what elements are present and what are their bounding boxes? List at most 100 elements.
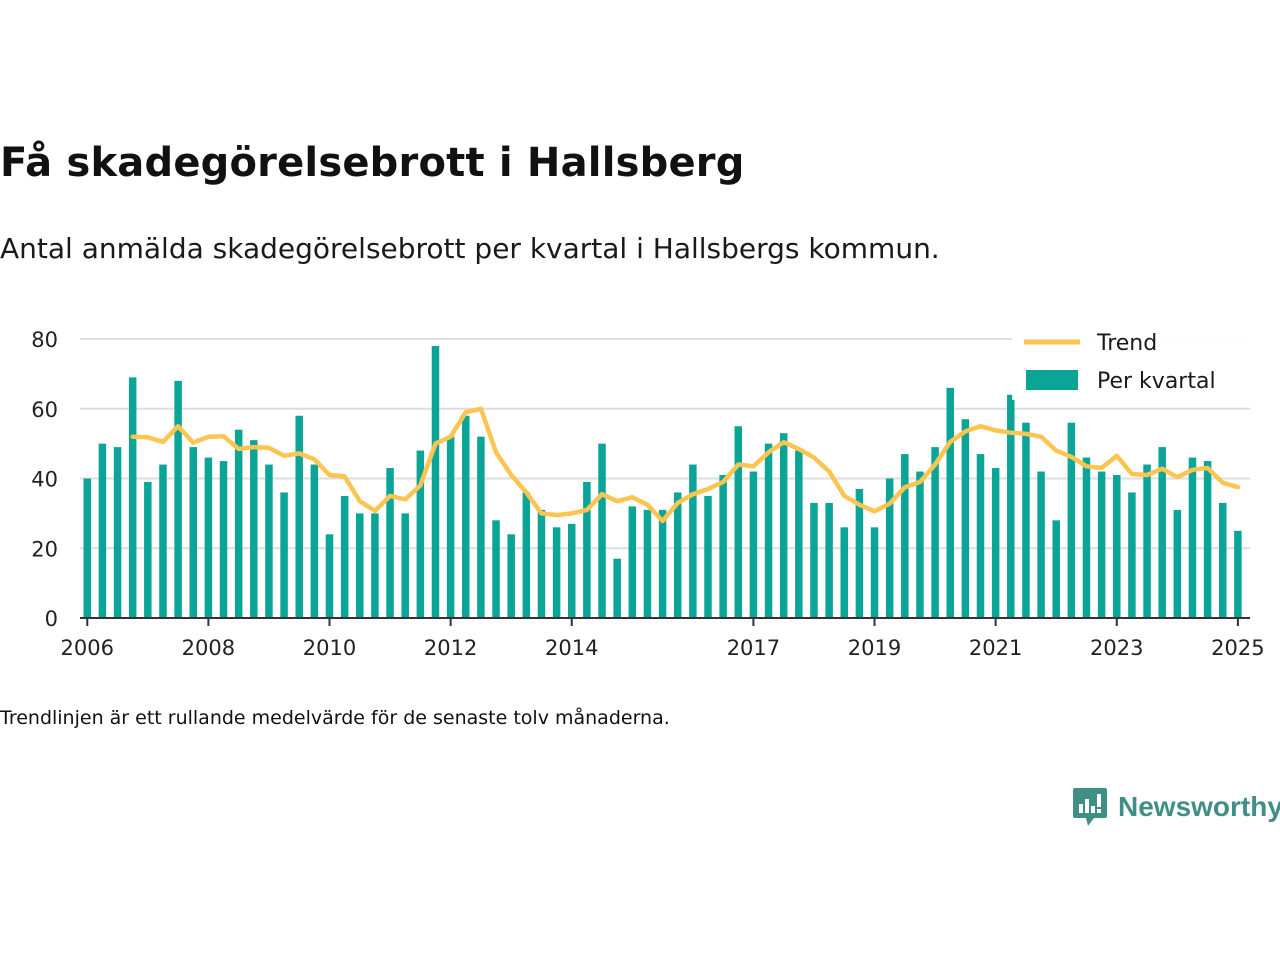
x-tick-label: 2006 — [61, 636, 114, 660]
bar — [734, 426, 743, 618]
bar — [144, 481, 152, 618]
bar — [401, 513, 409, 618]
y-tick-label: 40 — [31, 468, 58, 492]
bar — [113, 447, 122, 618]
bar — [492, 520, 500, 618]
bar — [1128, 492, 1136, 618]
bar — [537, 509, 546, 618]
x-tick-label: 2021 — [969, 636, 1022, 660]
bar — [855, 488, 864, 618]
bar — [764, 443, 773, 618]
x-tick-label: 2023 — [1090, 636, 1143, 660]
bar — [189, 447, 197, 618]
bar — [1082, 457, 1091, 618]
trend-series — [130, 406, 1241, 524]
bar — [749, 471, 758, 618]
bar — [522, 492, 531, 618]
bar — [991, 468, 1000, 618]
bar — [719, 475, 727, 618]
bar — [840, 527, 849, 618]
bar — [1158, 447, 1166, 618]
x-tick-label: 2019 — [848, 636, 901, 660]
legend: Trend Per kvartal — [1012, 328, 1250, 400]
bar — [462, 415, 470, 618]
brand-name: Newsworthy — [1118, 791, 1280, 822]
x-tick-label: 2014 — [545, 636, 598, 660]
y-tick-label: 20 — [31, 537, 58, 561]
bar — [1113, 475, 1121, 618]
bar — [219, 461, 228, 618]
bar — [779, 433, 788, 618]
x-tick-label: 2017 — [727, 636, 780, 660]
newsworthy-logo-icon — [1073, 788, 1107, 826]
bar — [885, 478, 894, 618]
bar — [280, 492, 288, 618]
bar — [386, 468, 394, 618]
bar — [507, 534, 515, 618]
bar — [961, 419, 970, 618]
bar — [901, 454, 909, 618]
bar — [795, 450, 803, 618]
bar — [340, 495, 349, 618]
x-tick-label: 2008 — [182, 636, 235, 660]
bar — [825, 502, 833, 618]
bar — [1218, 502, 1227, 618]
bar — [1173, 509, 1182, 618]
bar — [1052, 520, 1060, 618]
bar — [265, 464, 273, 618]
bar — [552, 527, 561, 618]
bar-series — [83, 345, 1242, 618]
bar — [976, 454, 985, 618]
bar — [174, 380, 182, 618]
chart-svg: 0 20 40 60 80 2006 2008 2010 2012 2014 2017 2019 202… — [31, 328, 1265, 660]
chart-title: Få skadegörelsebrott i Hallsberg — [0, 140, 745, 186]
bar — [204, 457, 213, 618]
trend-line — [130, 406, 1241, 524]
bar — [567, 523, 576, 618]
chart-subtitle: Antal anmälda skadegörelsebrott per kvar… — [0, 232, 940, 265]
bar — [234, 429, 243, 618]
bar — [1007, 394, 1015, 618]
bar — [1234, 530, 1242, 618]
footnote: Trendlinjen är ett rullande medelvärde f… — [0, 707, 670, 729]
legend-label: Per kvartal — [1097, 369, 1216, 394]
legend-swatch-bar — [1026, 370, 1078, 390]
bar — [159, 464, 167, 618]
bar — [870, 527, 879, 618]
bar — [1037, 471, 1045, 618]
bar — [1022, 422, 1030, 618]
bar — [704, 495, 712, 618]
brand-logo[interactable]: Newsworthy — [1072, 786, 1280, 828]
bar — [416, 450, 425, 618]
bar — [295, 415, 303, 618]
y-tick-label: 0 — [45, 607, 58, 631]
bar — [946, 387, 954, 618]
bar — [673, 492, 682, 618]
bar — [1097, 471, 1106, 618]
y-tick-label: 60 — [31, 398, 58, 422]
bar — [628, 506, 637, 618]
bar — [310, 464, 319, 618]
bar — [643, 509, 652, 618]
bar — [98, 443, 107, 618]
x-tick-label: 2025 — [1211, 636, 1264, 660]
bar — [83, 478, 92, 618]
bar — [613, 558, 621, 618]
bar — [371, 513, 379, 618]
bar — [446, 436, 455, 618]
bar — [916, 471, 924, 618]
axes: 0 20 40 60 80 2006 2008 2010 2012 2014 2017 2019 202… — [31, 328, 1264, 660]
x-tick-label: 2010 — [303, 636, 356, 660]
bar — [1203, 461, 1212, 618]
x-tick-label: 2012 — [424, 636, 477, 660]
bar — [1143, 464, 1151, 618]
y-tick-label: 80 — [31, 328, 58, 352]
bar — [810, 502, 818, 618]
bar — [931, 447, 939, 618]
bar — [598, 443, 606, 618]
bar — [128, 377, 137, 618]
bar — [250, 440, 258, 618]
bar — [325, 534, 334, 618]
bar — [583, 481, 591, 618]
bar — [1067, 422, 1076, 618]
